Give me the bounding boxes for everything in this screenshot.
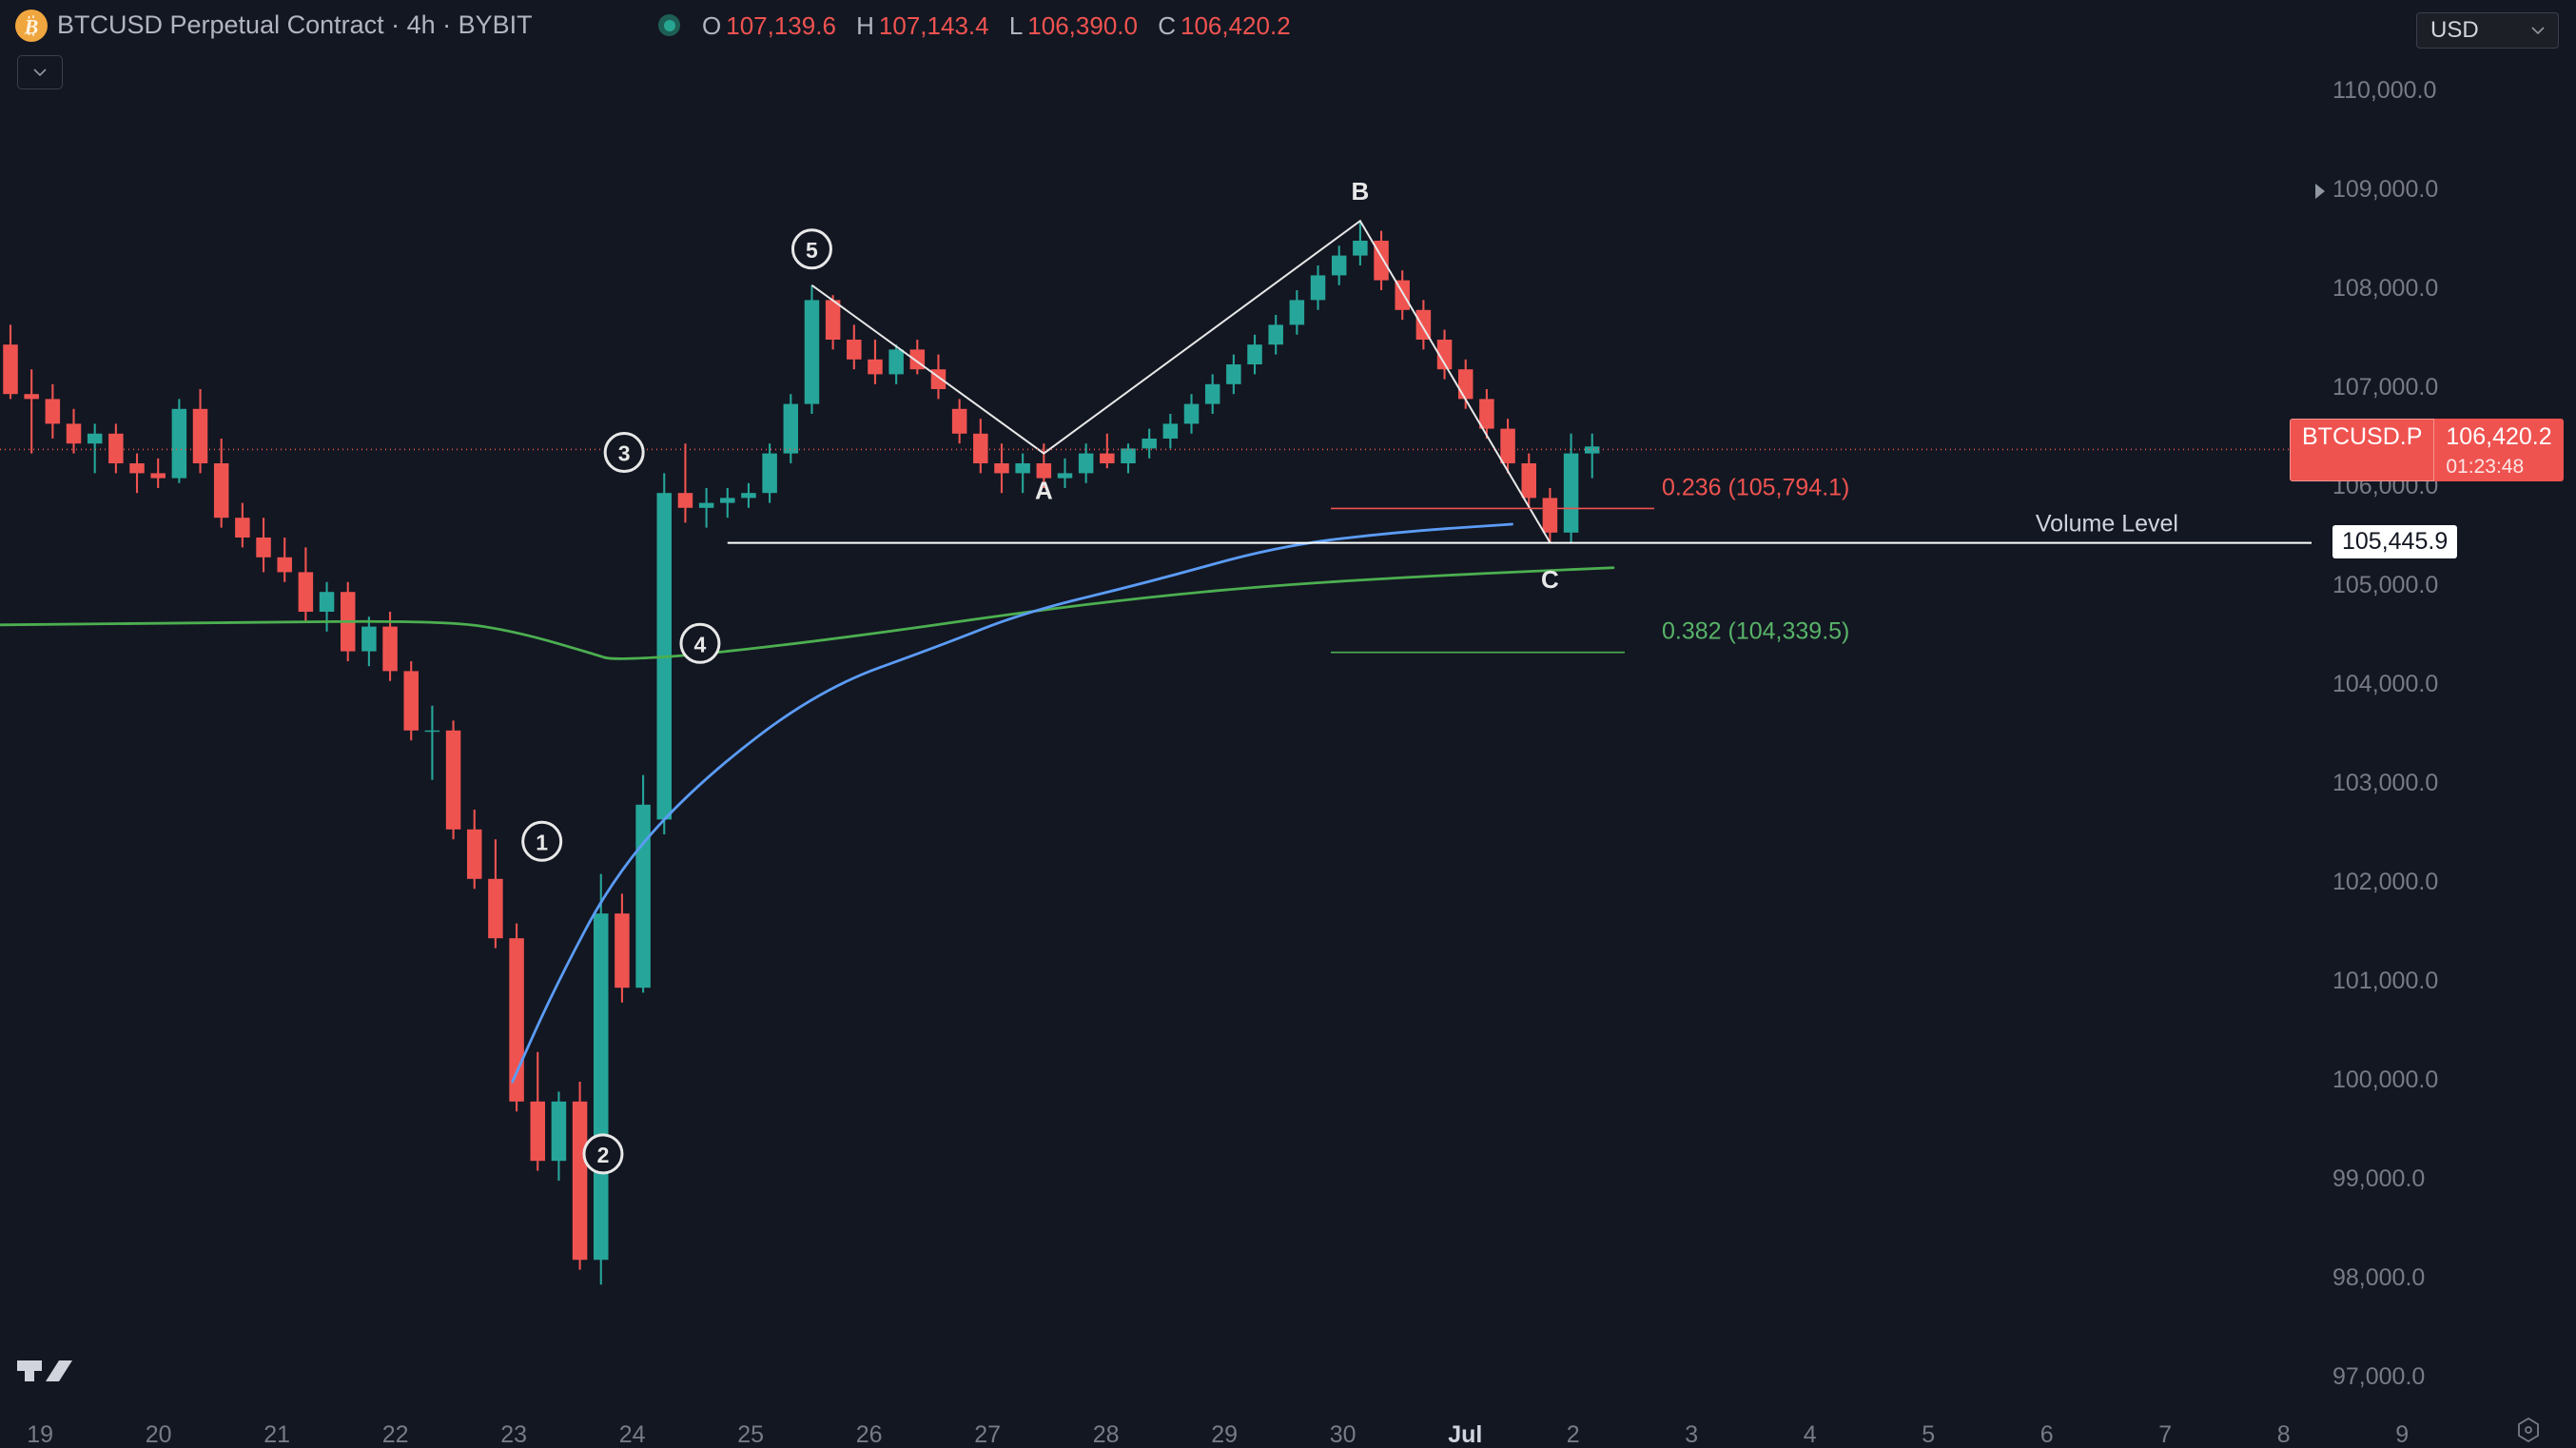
svg-text:B: B (24, 15, 39, 39)
